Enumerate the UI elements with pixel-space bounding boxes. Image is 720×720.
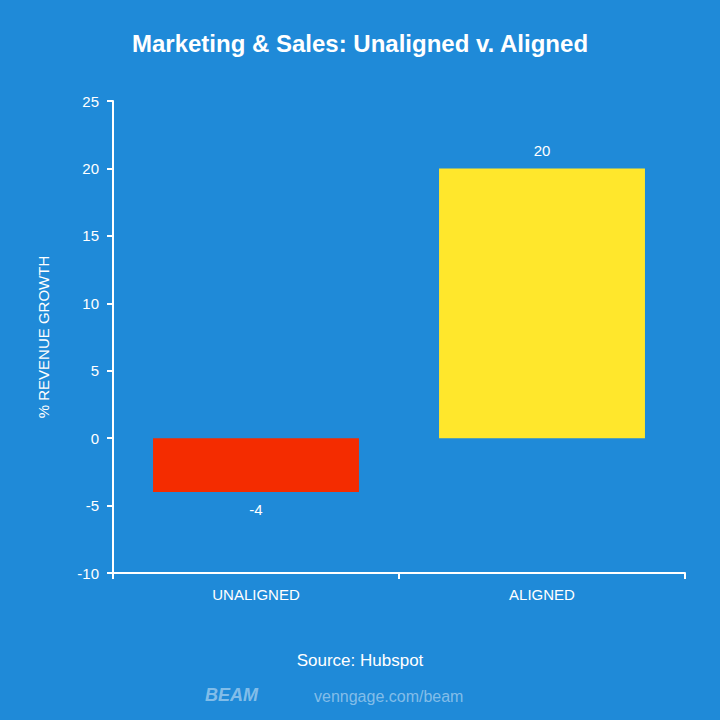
svg-text:Source: Hubspot: Source: Hubspot — [297, 651, 424, 670]
svg-text:20: 20 — [534, 142, 551, 159]
svg-text:0: 0 — [91, 430, 99, 447]
svg-text:Marketing & Sales: Unaligned v: Marketing & Sales: Unaligned v. Aligned — [132, 30, 588, 57]
svg-text:25: 25 — [82, 93, 99, 110]
svg-text:-4: -4 — [249, 501, 262, 518]
svg-text:15: 15 — [82, 227, 99, 244]
svg-text:% REVENUE GROWTH: % REVENUE GROWTH — [35, 256, 52, 419]
svg-text:UNALIGNED: UNALIGNED — [212, 586, 300, 603]
svg-text:-5: -5 — [86, 497, 99, 514]
svg-text:-10: -10 — [77, 565, 99, 582]
svg-text:venngage.com/beam: venngage.com/beam — [314, 688, 463, 705]
svg-text:BEAM: BEAM — [205, 685, 259, 705]
svg-text:20: 20 — [82, 160, 99, 177]
svg-text:10: 10 — [82, 295, 99, 312]
svg-text:ALIGNED: ALIGNED — [509, 586, 575, 603]
svg-text:5: 5 — [91, 362, 99, 379]
